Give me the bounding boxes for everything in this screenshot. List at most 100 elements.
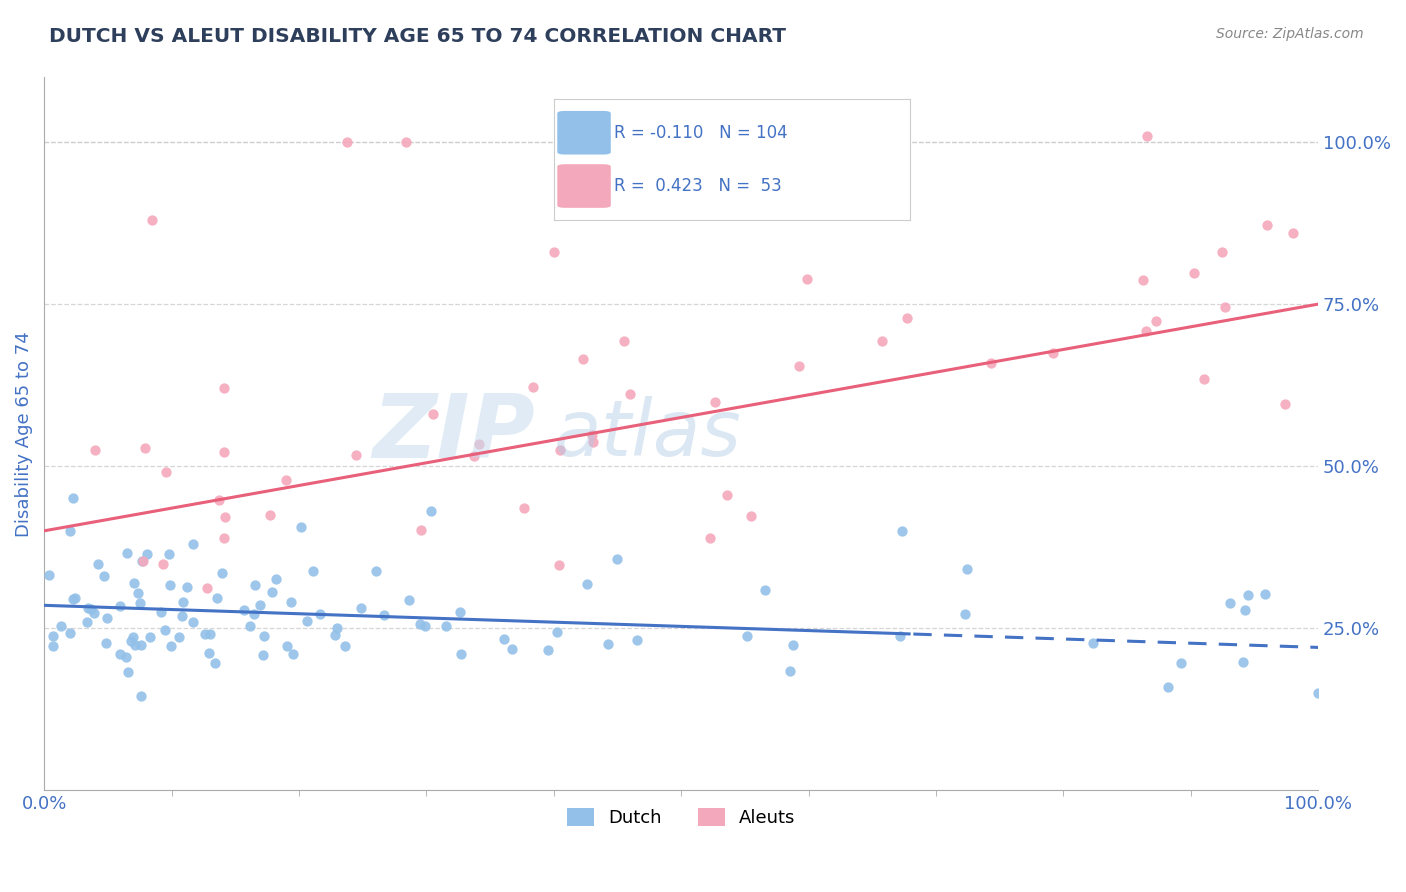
Dutch [131, 554, 153, 568]
Dutch [281, 647, 304, 661]
Dutch [782, 638, 804, 652]
Aleuts [467, 436, 489, 450]
Aleuts [547, 558, 569, 572]
Dutch [366, 564, 388, 578]
Aleuts [513, 500, 536, 515]
Dutch [170, 609, 193, 624]
Dutch [42, 629, 65, 643]
Dutch [1170, 656, 1192, 670]
Dutch [108, 647, 131, 661]
Dutch [159, 578, 181, 592]
Aleuts [259, 508, 281, 522]
Dutch [205, 591, 228, 606]
Dutch [108, 599, 131, 614]
Aleuts [787, 359, 810, 373]
Dutch [735, 629, 758, 643]
Dutch [87, 557, 110, 571]
Dutch [94, 636, 117, 650]
Dutch [117, 665, 139, 679]
Aleuts [395, 135, 418, 149]
Aleuts [548, 442, 571, 457]
Dutch [494, 632, 516, 646]
Dutch [135, 548, 157, 562]
Dutch [326, 621, 349, 635]
Dutch [575, 577, 598, 591]
Dutch [302, 565, 325, 579]
Dutch [280, 595, 302, 609]
Dutch [122, 576, 145, 591]
Dutch [262, 584, 284, 599]
Dutch [1233, 603, 1256, 617]
Dutch [62, 491, 84, 506]
Dutch [350, 600, 373, 615]
Dutch [58, 625, 80, 640]
Dutch [211, 566, 233, 581]
Aleuts [703, 394, 725, 409]
Dutch [779, 664, 801, 678]
Dutch [1236, 589, 1258, 603]
Aleuts [134, 441, 156, 455]
Aleuts [716, 488, 738, 502]
Dutch [290, 520, 312, 534]
Dutch [121, 630, 143, 644]
Aleuts [422, 407, 444, 421]
Dutch [434, 619, 457, 633]
Aleuts [1282, 226, 1305, 240]
Dutch [83, 606, 105, 620]
Aleuts [896, 311, 918, 326]
Aleuts [543, 245, 565, 260]
Dutch [80, 601, 103, 615]
Dutch [96, 610, 118, 624]
Dutch [114, 650, 136, 665]
Dutch [1081, 635, 1104, 649]
Dutch [501, 641, 523, 656]
Dutch [1306, 686, 1329, 700]
Dutch [1157, 680, 1180, 694]
Aleuts [1144, 313, 1167, 327]
Aleuts [870, 334, 893, 348]
Dutch [204, 656, 226, 670]
Aleuts [581, 428, 603, 442]
Dutch [323, 628, 346, 642]
Y-axis label: Disability Age 65 to 74: Disability Age 65 to 74 [15, 331, 32, 537]
Dutch [1232, 656, 1254, 670]
Aleuts [1135, 324, 1157, 338]
Dutch [308, 607, 330, 621]
Dutch [194, 627, 217, 641]
Dutch [62, 592, 84, 607]
Aleuts [1192, 372, 1215, 386]
Dutch [167, 630, 190, 644]
Dutch [38, 567, 60, 582]
Dutch [58, 524, 80, 538]
Dutch [249, 598, 271, 612]
Aleuts [522, 380, 544, 394]
Dutch [243, 607, 266, 621]
Aleuts [571, 352, 593, 367]
Dutch [117, 546, 139, 560]
Dutch [606, 552, 628, 566]
Dutch [41, 639, 63, 653]
Dutch [415, 619, 437, 633]
Aleuts [619, 387, 641, 401]
Dutch [891, 524, 914, 538]
Dutch [889, 629, 911, 643]
Dutch [373, 607, 395, 622]
Aleuts [980, 356, 1002, 370]
Text: ZIP: ZIP [371, 390, 534, 477]
Dutch [198, 627, 221, 641]
Dutch [157, 547, 180, 561]
Dutch [1253, 587, 1275, 601]
Aleuts [155, 466, 177, 480]
Dutch [239, 619, 262, 633]
Dutch [276, 640, 298, 654]
Dutch [333, 640, 356, 654]
Dutch [172, 595, 194, 609]
Aleuts [152, 558, 174, 572]
Dutch [129, 638, 152, 652]
Dutch [139, 631, 162, 645]
Dutch [626, 633, 648, 648]
Dutch [537, 642, 560, 657]
Aleuts [336, 135, 359, 149]
Dutch [181, 537, 204, 551]
Dutch [598, 637, 620, 651]
